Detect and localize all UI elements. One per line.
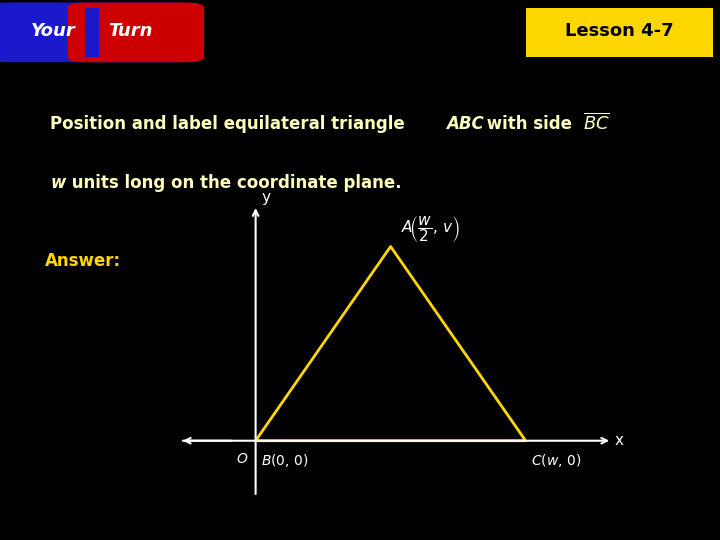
Text: w: w — [50, 174, 66, 192]
Text: units long on the coordinate plane.: units long on the coordinate plane. — [66, 174, 402, 192]
FancyBboxPatch shape — [0, 3, 193, 62]
Text: $A\!\left(\dfrac{w}{2},\,v\right)$: $A\!\left(\dfrac{w}{2},\,v\right)$ — [402, 214, 461, 244]
Text: Turn: Turn — [109, 23, 153, 40]
Text: Answer:: Answer: — [45, 253, 122, 271]
FancyBboxPatch shape — [68, 3, 204, 62]
FancyBboxPatch shape — [516, 6, 720, 59]
Text: Position and label equilateral triangle: Position and label equilateral triangle — [50, 115, 411, 133]
Text: Lesson 4-7: Lesson 4-7 — [565, 23, 673, 40]
Text: $B$(0, 0): $B$(0, 0) — [261, 452, 309, 469]
Text: $C$($w$, 0): $C$($w$, 0) — [531, 452, 581, 469]
Text: $\overline{\mathit{BC}}$: $\overline{\mathit{BC}}$ — [583, 112, 610, 133]
Text: Your: Your — [30, 23, 76, 40]
Text: y: y — [261, 190, 270, 205]
Text: ABC: ABC — [446, 115, 484, 133]
Text: x: x — [615, 433, 624, 448]
Bar — [85, 8, 99, 57]
Text: O: O — [237, 452, 248, 466]
Text: with side: with side — [481, 115, 577, 133]
